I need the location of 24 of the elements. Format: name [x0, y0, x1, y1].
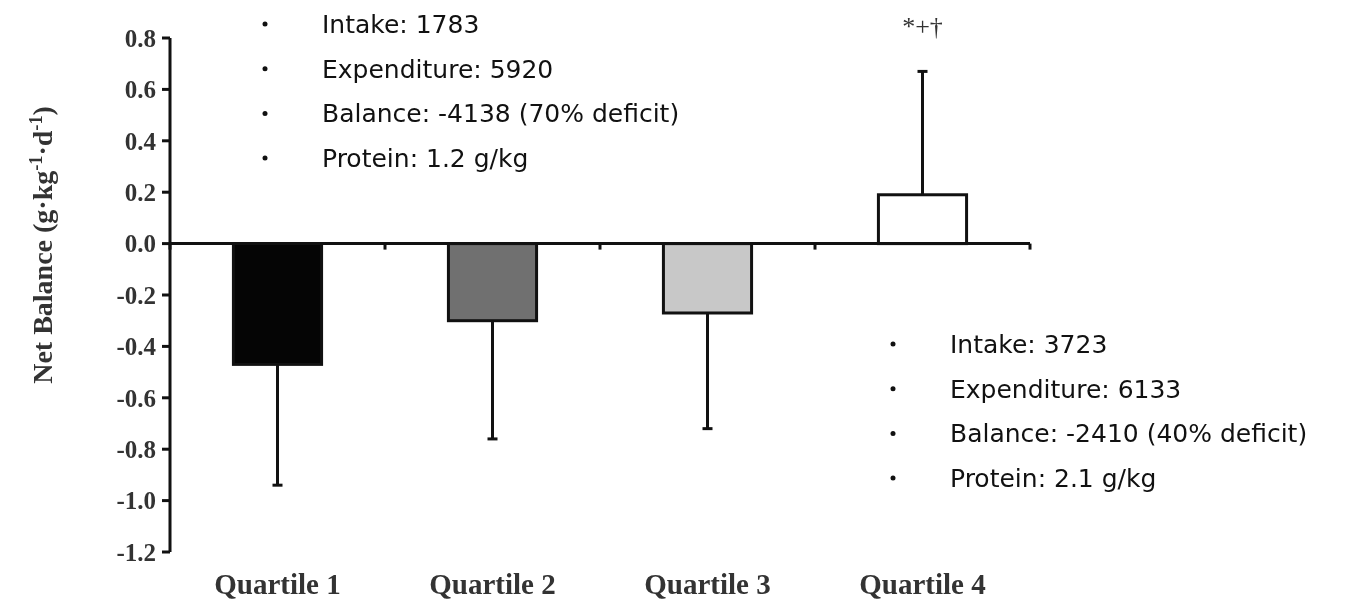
annotation: Balance: -2410 (40% deficit) — [950, 419, 1308, 449]
annotation: Intake: 3723 — [950, 330, 1108, 359]
y-tick-label: 0.4 — [124, 127, 157, 155]
y-tick-label: -0.4 — [116, 333, 157, 361]
y-tick-label: -0.8 — [116, 435, 156, 463]
annotation: Expenditure: 6133 — [950, 374, 1182, 404]
annotation: Protein: 1.2 g/kg — [322, 144, 529, 174]
y-tick-label: -0.2 — [116, 281, 156, 309]
x-tick-label: Quartile 3 — [644, 568, 771, 600]
y-tick-label: 0.6 — [124, 76, 156, 104]
y-tick-label: 0.8 — [124, 24, 156, 52]
y-tick-label: -1.0 — [116, 487, 156, 515]
annotation: Balance: -4138 (70% deficit) — [322, 99, 680, 129]
x-tick-label: Quartile 4 — [859, 568, 986, 600]
annotation: Expenditure: 5920 — [322, 54, 554, 84]
y-tick-label: -1.2 — [116, 538, 156, 566]
y-tick-label: 0.2 — [124, 178, 156, 206]
annotation: Intake: 1783 — [322, 10, 480, 39]
annotation: *+† — [902, 12, 943, 42]
y-tick-label: 0.0 — [124, 230, 156, 258]
x-tick-label: Quartile 1 — [214, 568, 341, 600]
annotation: Protein: 2.1 g/kg — [950, 464, 1157, 494]
y-tick-label: -0.6 — [116, 384, 156, 412]
x-tick-label: Quartile 2 — [429, 568, 556, 600]
